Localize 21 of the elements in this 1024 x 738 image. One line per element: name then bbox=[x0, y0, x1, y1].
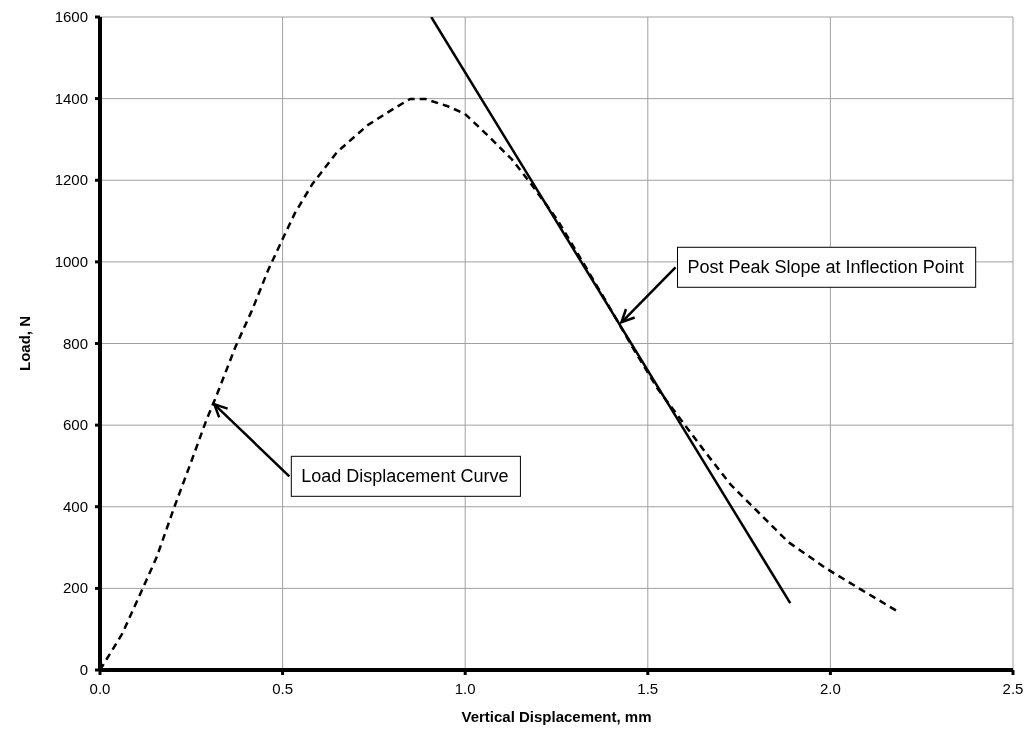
callout: Post Peak Slope at Inflection Point bbox=[677, 246, 977, 288]
x-tick-label: 0.0 bbox=[89, 680, 111, 697]
callout: Load Displacement Curve bbox=[290, 455, 521, 497]
y-tick-label: 1200 bbox=[54, 171, 88, 189]
annotation: Post Peak Slope at Inflection Point bbox=[687, 257, 964, 278]
x-tick-label: 1.5 bbox=[637, 680, 659, 697]
x-axis-title: Vertical Displacement, mm bbox=[461, 708, 652, 725]
y-axis-title: Load, N bbox=[16, 316, 33, 371]
y-tick-label: 1000 bbox=[54, 252, 88, 270]
y-tick-label: 400 bbox=[62, 497, 88, 515]
y-tick-label: 1600 bbox=[54, 8, 88, 25]
y-tick-label: 0 bbox=[79, 661, 88, 678]
y-tick-label: 600 bbox=[62, 416, 88, 434]
y-tick-label: 1400 bbox=[54, 89, 88, 107]
x-tick-label: 2.0 bbox=[819, 680, 841, 697]
x-tick-label: 0.5 bbox=[272, 680, 294, 697]
x-tick-label: 2.5 bbox=[1002, 680, 1024, 697]
y-tick-label: 200 bbox=[62, 579, 88, 597]
x-tick-label: 1.0 bbox=[454, 680, 476, 697]
y-tick-label: 800 bbox=[62, 334, 88, 352]
annotation: Load Displacement Curve bbox=[301, 466, 509, 487]
